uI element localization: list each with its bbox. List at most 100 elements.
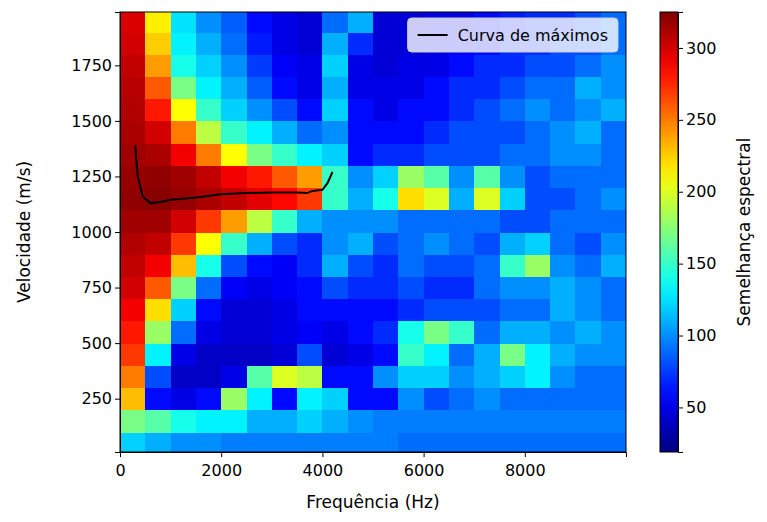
heatmap-cell — [550, 299, 576, 322]
heatmap-cell — [247, 410, 273, 433]
heatmap-cell — [145, 254, 171, 277]
heatmap-cell — [500, 432, 526, 452]
x-tick: 6000 — [404, 452, 445, 480]
heatmap-cell — [500, 143, 526, 166]
heatmap-cell — [196, 188, 222, 211]
heatmap-cell — [221, 143, 247, 166]
heatmap-cell — [272, 121, 298, 144]
heatmap-cell — [348, 299, 374, 322]
heatmap-cell — [550, 276, 576, 299]
heatmap-cell — [398, 388, 424, 411]
heatmap-cell — [247, 54, 273, 77]
heatmap-cell — [322, 232, 348, 255]
heatmap-cell — [145, 12, 171, 32]
y-tick: 1250 — [71, 167, 120, 186]
heatmap-cell — [348, 12, 374, 32]
heatmap-cell — [601, 99, 626, 122]
heatmap-cell — [398, 76, 424, 99]
heatmap-cell — [474, 254, 500, 277]
heatmap-cell — [550, 232, 576, 255]
heatmap-cell — [120, 343, 146, 366]
heatmap-cell — [525, 188, 551, 211]
y-axis-title: Velocidade (m/s) — [14, 161, 34, 303]
heatmap-cell — [525, 210, 551, 233]
heatmap-cell — [247, 12, 273, 32]
colorbar-tick-label: 100 — [686, 326, 717, 345]
heatmap-cell — [474, 365, 500, 388]
y-tick-label: 750 — [81, 278, 112, 297]
heatmap-cell — [474, 276, 500, 299]
heatmap-cell — [247, 232, 273, 255]
heatmap-cell — [196, 343, 222, 366]
plot-frame — [120, 12, 626, 452]
heatmap-cell — [500, 343, 526, 366]
heatmap-cell — [196, 121, 222, 144]
heatmap-cell — [221, 165, 247, 188]
heatmap-cell — [272, 32, 298, 55]
heatmap-cell — [247, 121, 273, 144]
heatmap-cell — [550, 143, 576, 166]
heatmap-cell — [601, 321, 626, 344]
heatmap-cell — [196, 210, 222, 233]
heatmap-cell — [272, 410, 298, 433]
heatmap-cell — [449, 121, 475, 144]
heatmap-cell — [196, 410, 222, 433]
heatmap-cell — [474, 99, 500, 122]
heatmap-cell — [221, 365, 247, 388]
heatmap-cell — [272, 254, 298, 277]
heatmap-cell — [348, 143, 374, 166]
heatmap-cell — [373, 12, 399, 32]
y-tick: 250 — [81, 389, 120, 408]
colorbar-tick-label: 200 — [686, 182, 717, 201]
heatmap-cell — [322, 54, 348, 77]
heatmap-cell — [247, 210, 273, 233]
heatmap-cell — [550, 210, 576, 233]
colorbar-tick-mark — [678, 407, 683, 408]
heatmap-cell — [272, 143, 298, 166]
heatmap-cell — [550, 388, 576, 411]
heatmap-cell — [398, 188, 424, 211]
heatmap-cell — [196, 76, 222, 99]
x-tick: 2000 — [201, 452, 242, 480]
heatmap-cell — [500, 410, 526, 433]
heatmap-cell — [120, 32, 146, 55]
heatmap-cell — [424, 299, 450, 322]
heatmap-cell — [449, 54, 475, 77]
y-tick-mark — [115, 399, 120, 400]
heatmap-cell — [171, 99, 197, 122]
heatmap-cell — [525, 432, 551, 452]
heatmap-cell — [171, 12, 197, 32]
heatmap-cell — [272, 210, 298, 233]
heatmap-cell — [322, 299, 348, 322]
heatmap-cell — [449, 188, 475, 211]
heatmap-cell — [196, 254, 222, 277]
heatmap-cell — [171, 210, 197, 233]
y-axis: 2505007501000125015001750 — [71, 13, 120, 453]
heatmap-cell — [297, 12, 323, 32]
heatmap-cell — [550, 254, 576, 277]
colorbar-tick: 50 — [678, 398, 706, 417]
heatmap-cell — [272, 432, 298, 452]
chart: 0200040006000800025050075010001250150017… — [0, 0, 767, 522]
colorbar-axis-line — [679, 13, 684, 453]
y-tick: 750 — [81, 278, 120, 297]
heatmap-cell — [221, 32, 247, 55]
heatmap-cell — [601, 254, 626, 277]
heatmap-cell — [474, 343, 500, 366]
heatmap-cell — [297, 210, 323, 233]
heatmap-cell — [550, 121, 576, 144]
heatmap-cell — [424, 343, 450, 366]
heatmap-cell — [601, 276, 626, 299]
heatmap-cell — [373, 143, 399, 166]
heatmap-cell — [398, 121, 424, 144]
heatmap-cell — [322, 432, 348, 452]
x-tick: 8000 — [505, 452, 546, 480]
heatmap-cell — [297, 76, 323, 99]
heatmap-cell — [120, 410, 146, 433]
heatmap-cell — [474, 143, 500, 166]
heatmap-cell — [550, 365, 576, 388]
heatmap-cell — [221, 210, 247, 233]
heatmap-cell — [474, 121, 500, 144]
heatmap-cell — [196, 143, 222, 166]
heatmap-cell — [474, 165, 500, 188]
